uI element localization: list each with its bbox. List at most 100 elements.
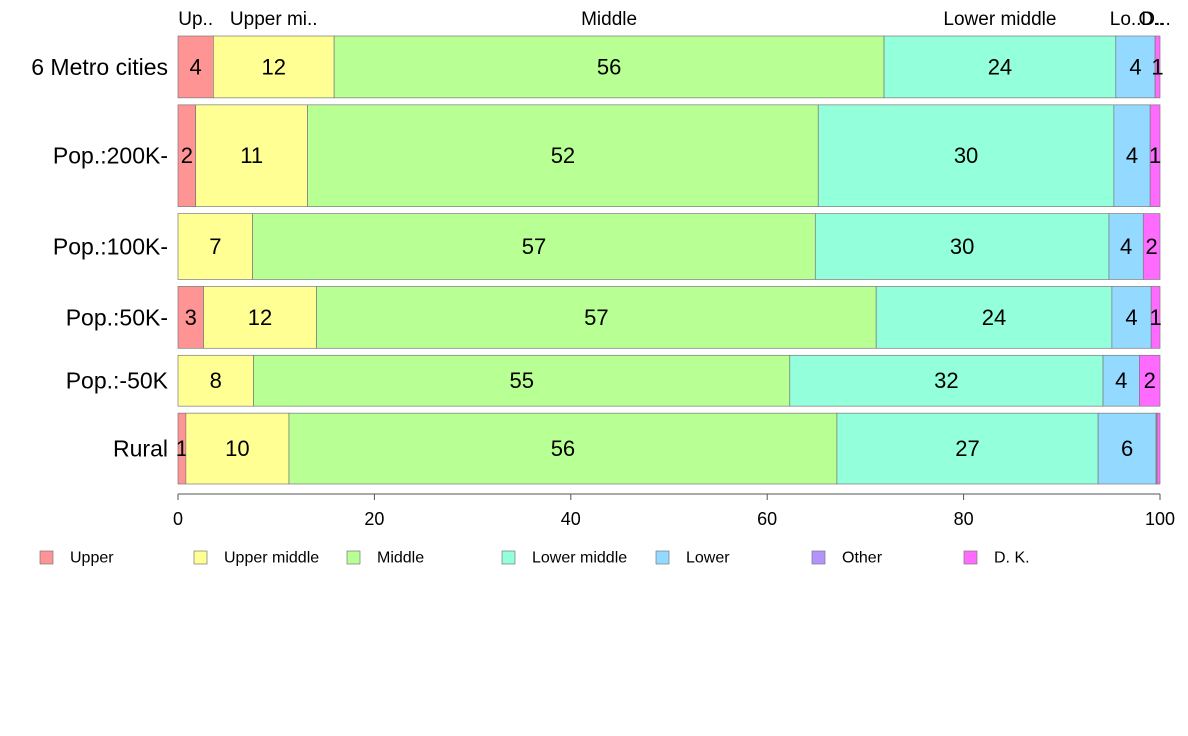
legend-label-middle: Middle xyxy=(377,550,424,567)
legend-swatch-middle xyxy=(346,550,361,565)
bar-6-metro-cities-lower xyxy=(1115,35,1156,99)
bar-pop-50k-upper xyxy=(177,286,204,349)
legend-label-lower-middle: Lower middle xyxy=(532,550,627,567)
bar-rural-d-k xyxy=(1156,412,1161,485)
legend-swatch-other xyxy=(811,550,826,565)
data-label-rural-lower-middle: 27 xyxy=(955,436,979,461)
data-label-pop-100k-lower-middle: 30 xyxy=(950,234,974,259)
bar-pop-50k-lower xyxy=(1102,354,1140,407)
row-label-pop-50k: Pop.:50K- xyxy=(66,304,168,330)
top-label-d-k: D... xyxy=(1141,9,1171,30)
bar-pop-200k-middle xyxy=(307,104,819,207)
bar-6-metro-cities-lower-middle xyxy=(883,35,1117,99)
x-tick-label-0: 0 xyxy=(173,509,183,529)
data-label-6-metro-cities-middle: 56 xyxy=(597,54,621,79)
bar-pop-50k-middle xyxy=(253,354,791,407)
x-tick-label-20: 20 xyxy=(364,509,384,529)
bar-6-metro-cities-upper-middle xyxy=(213,35,335,99)
bar-pop-200k-upper-middle xyxy=(195,104,308,207)
data-label-pop-200k-d-k: 1 xyxy=(1149,143,1161,168)
data-label-6-metro-cities-upper: 4 xyxy=(190,54,202,79)
bar-pop-50k-d-k xyxy=(1139,354,1161,407)
bar-pop-100k-middle xyxy=(252,213,816,280)
bar-pop-200k-lower xyxy=(1113,104,1151,207)
data-label-pop-50k-lower-middle: 32 xyxy=(934,368,958,393)
bar-pop-200k-lower-middle xyxy=(817,104,1115,207)
data-label-pop-200k-upper: 2 xyxy=(181,143,193,168)
top-category-labels: Up.. Upper mi.. Middle Lower middle Lo..O..D… xyxy=(178,9,1171,30)
bar-pop-50k-middle xyxy=(316,286,877,349)
top-label-other: O.. xyxy=(1138,9,1163,30)
bar-pop-50k-upper-middle xyxy=(203,286,317,349)
top-label-upper-middle: Upper mi.. xyxy=(230,9,318,30)
legend-swatch-upper xyxy=(39,550,54,565)
legend-label-upper: Upper xyxy=(70,550,114,567)
data-label-rural-upper: 1 xyxy=(176,436,188,461)
legend-swatch-upper-middle xyxy=(193,550,208,565)
data-label-pop-50k-upper: 3 xyxy=(185,305,197,330)
bar-pop-50k-lower xyxy=(1111,286,1152,349)
row-label-pop-50k: Pop.:-50K xyxy=(66,368,169,394)
row-label-pop-200k: Pop.:200K- xyxy=(53,143,168,169)
data-label-pop-50k-lower: 4 xyxy=(1115,368,1127,393)
data-label-6-metro-cities-upper-middle: 12 xyxy=(262,54,286,79)
data-label-6-metro-cities-lower-middle: 24 xyxy=(988,54,1012,79)
data-label-pop-50k-middle: 57 xyxy=(584,305,608,330)
legend-swatch-lower xyxy=(655,550,670,565)
legend-label-other: Other xyxy=(842,550,883,567)
bar-pop-50k-d-k xyxy=(1150,286,1161,349)
x-tick-label-80: 80 xyxy=(954,509,974,529)
data-label-pop-50k-upper-middle: 8 xyxy=(210,368,222,393)
bar-rows: 4 12 56 24 4 12 11 52 30 4 17 57 30 4 23 12 57 24 4 18 55 32 4… xyxy=(176,35,1164,485)
bar-pop-200k-d-k xyxy=(1149,104,1161,207)
data-label-pop-200k-middle: 52 xyxy=(551,143,575,168)
data-label-pop-50k-d-k: 1 xyxy=(1149,305,1161,330)
legend-label-lower: Lower xyxy=(686,550,730,567)
data-label-6-metro-cities-d-k: 1 xyxy=(1151,54,1163,79)
bar-rural-upper-middle xyxy=(185,412,290,485)
x-tick-label-40: 40 xyxy=(561,509,581,529)
row-label-pop-100k: Pop.:100K- xyxy=(53,234,168,260)
data-label-pop-100k-d-k: 2 xyxy=(1146,234,1158,259)
bar-pop-100k-lower xyxy=(1108,213,1144,280)
data-label-rural-middle: 56 xyxy=(551,436,575,461)
bar-pop-50k-upper-middle xyxy=(177,354,254,407)
x-tick-label-100: 100 xyxy=(1145,509,1175,529)
data-label-pop-50k-lower-middle: 24 xyxy=(982,305,1006,330)
bar-pop-50k-lower-middle xyxy=(875,286,1113,349)
bar-pop-100k-lower-middle xyxy=(814,213,1110,280)
data-label-pop-50k-lower: 4 xyxy=(1125,305,1137,330)
row-labels: 6 Metro cities Pop.:200K- Pop.:100K- Pop.:5… xyxy=(31,54,168,462)
bar-rural-lower xyxy=(1097,412,1157,485)
data-label-pop-50k-middle: 55 xyxy=(509,368,533,393)
data-label-rural-upper-middle: 10 xyxy=(225,436,249,461)
data-label-pop-200k-lower-middle: 30 xyxy=(954,143,978,168)
bar-pop-50k-lower-middle xyxy=(789,354,1104,407)
legend: Upper Upper middle Middle Lower middle Lower… xyxy=(39,550,1030,567)
data-label-6-metro-cities-lower: 4 xyxy=(1129,54,1141,79)
top-label-upper: Up.. xyxy=(178,9,213,30)
top-label-lower-middle: Lower middle xyxy=(943,9,1056,30)
legend-label-d-k: D. K. xyxy=(994,550,1030,567)
data-label-pop-200k-upper-middle: 11 xyxy=(240,143,263,168)
bar-6-metro-cities-d-k xyxy=(1154,35,1161,99)
data-label-pop-200k-lower: 4 xyxy=(1126,143,1138,168)
top-label-lower: Lo.. xyxy=(1110,9,1142,30)
x-axis: 0 20 40 60 80 100 xyxy=(173,493,1175,529)
legend-swatch-d-k xyxy=(963,550,978,565)
row-label-rural: Rural xyxy=(113,436,168,462)
bar-rural-middle xyxy=(288,412,838,485)
bar-pop-100k-d-k xyxy=(1142,213,1161,280)
legend-swatch-lower-middle xyxy=(501,550,516,565)
data-label-pop-50k-d-k: 2 xyxy=(1144,368,1156,393)
row-label-6-metro-cities: 6 Metro cities xyxy=(31,54,168,80)
data-label-pop-100k-upper-middle: 7 xyxy=(209,234,221,259)
data-label-pop-50k-upper-middle: 12 xyxy=(248,305,272,330)
data-label-rural-lower: 6 xyxy=(1121,436,1133,461)
data-label-pop-100k-lower: 4 xyxy=(1120,234,1132,259)
bar-rural-lower-middle xyxy=(836,412,1099,485)
top-label-middle: Middle xyxy=(581,9,637,30)
legend-label-upper-middle: Upper middle xyxy=(224,550,319,567)
x-tick-label-60: 60 xyxy=(757,509,777,529)
